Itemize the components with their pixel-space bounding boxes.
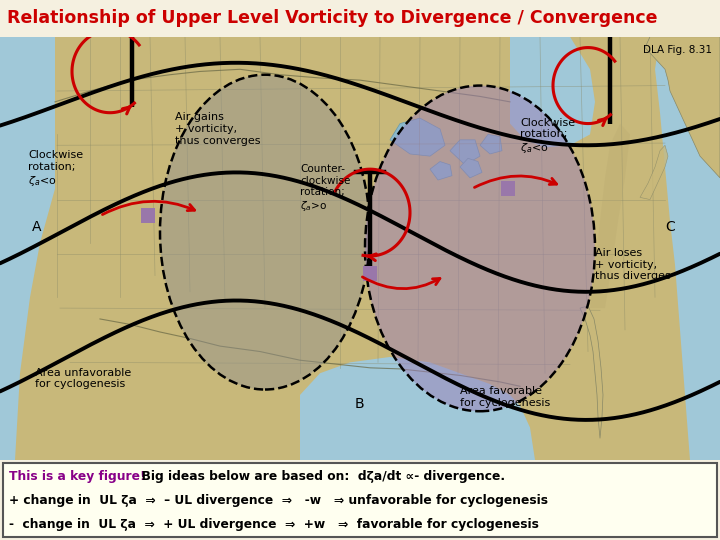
FancyBboxPatch shape bbox=[3, 463, 717, 537]
Text: Counter-
clockwise
rotation;
$\zeta_a$>o: Counter- clockwise rotation; $\zeta_a$>o bbox=[300, 164, 351, 213]
Polygon shape bbox=[590, 124, 630, 308]
FancyBboxPatch shape bbox=[0, 37, 720, 460]
Polygon shape bbox=[480, 134, 502, 154]
Text: A: A bbox=[32, 220, 42, 234]
Polygon shape bbox=[645, 37, 720, 178]
Polygon shape bbox=[390, 118, 445, 156]
Text: Clockwise
rotation;
$\zeta_a$<o: Clockwise rotation; $\zeta_a$<o bbox=[520, 118, 575, 156]
Text: Relationship of Upper Level Vorticity to Divergence / Convergence: Relationship of Upper Level Vorticity to… bbox=[7, 9, 657, 28]
Polygon shape bbox=[580, 306, 603, 438]
Polygon shape bbox=[300, 357, 535, 460]
Text: Air gains
+ vorticity,
thus converges: Air gains + vorticity, thus converges bbox=[175, 112, 261, 146]
Text: Big ideas below are based on:  dζa/dt ∝- divergence.: Big ideas below are based on: dζa/dt ∝- … bbox=[133, 470, 505, 483]
FancyBboxPatch shape bbox=[501, 181, 515, 197]
Polygon shape bbox=[430, 161, 452, 180]
Polygon shape bbox=[640, 145, 668, 200]
Polygon shape bbox=[0, 37, 55, 460]
Text: B: B bbox=[355, 397, 364, 410]
Polygon shape bbox=[460, 158, 482, 178]
Text: + change in  UL ζa  ⇒  – UL divergence  ⇒   -w   ⇒ unfavorable for cyclogenesis: + change in UL ζa ⇒ – UL divergence ⇒ -w… bbox=[9, 494, 548, 507]
Text: C: C bbox=[665, 220, 675, 234]
FancyBboxPatch shape bbox=[363, 266, 377, 281]
FancyBboxPatch shape bbox=[141, 208, 155, 224]
Polygon shape bbox=[655, 37, 720, 460]
Text: -  change in  UL ζa  ⇒  + UL divergence  ⇒  +w   ⇒  favorable for cyclogenesis: - change in UL ζa ⇒ + UL divergence ⇒ +w… bbox=[9, 517, 539, 530]
Polygon shape bbox=[0, 37, 720, 460]
Polygon shape bbox=[450, 140, 480, 165]
Polygon shape bbox=[510, 37, 595, 147]
Text: DLA Fig. 8.31: DLA Fig. 8.31 bbox=[643, 45, 712, 56]
Ellipse shape bbox=[365, 85, 595, 411]
Text: Area favorable
for cyclogenesis: Area favorable for cyclogenesis bbox=[460, 386, 550, 408]
Text: Clockwise
rotation;
$\zeta_a$<o: Clockwise rotation; $\zeta_a$<o bbox=[28, 150, 83, 188]
Text: Area unfavorable
for cyclogenesis: Area unfavorable for cyclogenesis bbox=[35, 368, 131, 389]
Text: This is a key figure!: This is a key figure! bbox=[9, 470, 145, 483]
Ellipse shape bbox=[160, 75, 370, 389]
Text: Air loses
+ vorticity,
thus diverges: Air loses + vorticity, thus diverges bbox=[595, 248, 671, 281]
